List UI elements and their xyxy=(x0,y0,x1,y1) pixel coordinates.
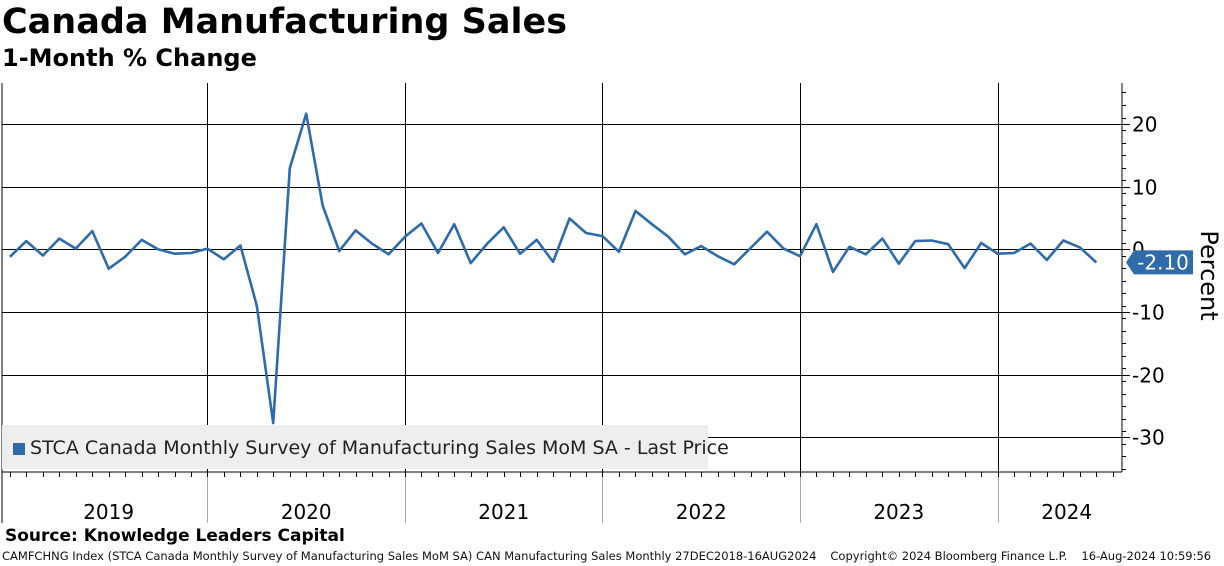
data-point xyxy=(931,239,934,242)
y-axis-title: Percent xyxy=(1195,230,1223,320)
data-point xyxy=(74,247,77,250)
data-point xyxy=(996,252,999,255)
footer-timestamp: 16-Aug-2024 10:59:56 xyxy=(1081,549,1212,563)
data-point xyxy=(469,262,472,265)
data-point xyxy=(1046,259,1049,262)
last-price-label: -2.10 xyxy=(1137,250,1189,274)
data-point xyxy=(667,235,670,238)
data-point xyxy=(914,240,917,243)
data-point xyxy=(338,250,341,253)
data-point xyxy=(140,239,143,242)
data-point xyxy=(963,267,966,270)
data-point xyxy=(404,235,407,238)
y-tick-label: 10 xyxy=(1132,176,1157,200)
y-tick-label: -20 xyxy=(1132,364,1165,388)
data-point xyxy=(502,226,505,229)
data-point xyxy=(535,239,538,242)
data-point xyxy=(272,422,275,425)
data-point xyxy=(9,255,12,258)
data-point xyxy=(173,252,176,255)
data-point xyxy=(618,251,621,254)
series-line xyxy=(9,112,1098,425)
data-point xyxy=(107,267,110,270)
data-point xyxy=(568,217,571,220)
data-point xyxy=(124,255,127,258)
x-year-label: 2021 xyxy=(478,500,529,524)
data-point xyxy=(552,261,555,264)
footer: CAMFCHNG Index (STCA Canada Monthly Surv… xyxy=(2,549,1211,563)
x-year-label: 2019 xyxy=(83,500,134,524)
data-point xyxy=(980,242,983,245)
data-point xyxy=(387,253,390,256)
chart-title: Canada Manufacturing Sales xyxy=(2,2,568,42)
legend-swatch xyxy=(13,443,25,455)
legend-label: STCA Canada Monthly Survey of Manufactur… xyxy=(30,437,729,459)
data-point xyxy=(947,243,950,246)
data-point xyxy=(898,262,901,265)
data-point xyxy=(519,252,522,255)
data-point xyxy=(733,263,736,266)
data-point xyxy=(684,253,687,256)
data-point xyxy=(1029,242,1032,245)
data-point xyxy=(601,235,604,238)
data-point xyxy=(799,255,802,258)
x-year-label: 2022 xyxy=(676,500,727,524)
y-tick-label: -30 xyxy=(1132,426,1165,450)
data-point xyxy=(815,223,818,226)
data-point xyxy=(700,245,703,248)
data-point xyxy=(865,253,868,256)
data-point xyxy=(766,230,769,233)
data-point xyxy=(486,242,489,245)
data-point xyxy=(354,229,357,232)
data-point xyxy=(239,244,242,247)
data-point xyxy=(832,271,835,274)
data-point xyxy=(157,248,160,251)
data-point xyxy=(58,237,61,240)
data-point xyxy=(716,255,719,258)
y-tick-label: -10 xyxy=(1132,301,1165,325)
source-note: Source: Knowledge Leaders Capital xyxy=(5,526,345,546)
data-point xyxy=(223,258,226,261)
data-point xyxy=(206,247,209,250)
data-point xyxy=(42,254,45,257)
data-point xyxy=(848,246,851,249)
data-point xyxy=(782,247,785,250)
x-year-label: 2023 xyxy=(873,500,924,524)
data-point xyxy=(651,223,654,226)
data-point xyxy=(255,304,258,307)
last-price-tag xyxy=(1126,250,1193,275)
data-point xyxy=(1013,252,1016,255)
data-point xyxy=(437,252,440,255)
x-year-label: 2020 xyxy=(281,500,332,524)
data-point xyxy=(881,237,884,240)
data-point xyxy=(190,252,193,255)
chart-subtitle: 1-Month % Change xyxy=(2,44,257,72)
data-point xyxy=(1062,239,1065,242)
data-point xyxy=(371,242,374,245)
data-point xyxy=(420,222,423,225)
data-point xyxy=(634,210,637,213)
data-point xyxy=(25,240,28,243)
x-year-label: 2024 xyxy=(1041,500,1092,524)
footer-copyright: Copyright© 2024 Bloomberg Finance L.P. xyxy=(830,549,1068,563)
data-point xyxy=(305,112,308,115)
data-point xyxy=(749,247,752,250)
data-point xyxy=(585,232,588,235)
data-point xyxy=(453,223,456,226)
data-point xyxy=(1079,246,1082,249)
data-point xyxy=(321,204,324,207)
data-point xyxy=(91,230,94,233)
data-point xyxy=(289,167,292,170)
data-point xyxy=(1095,261,1098,264)
legend: STCA Canada Monthly Survey of Manufactur… xyxy=(2,425,729,469)
footer-index: CAMFCHNG Index (STCA Canada Monthly Surv… xyxy=(2,549,817,563)
y-tick-label: 20 xyxy=(1132,113,1157,137)
